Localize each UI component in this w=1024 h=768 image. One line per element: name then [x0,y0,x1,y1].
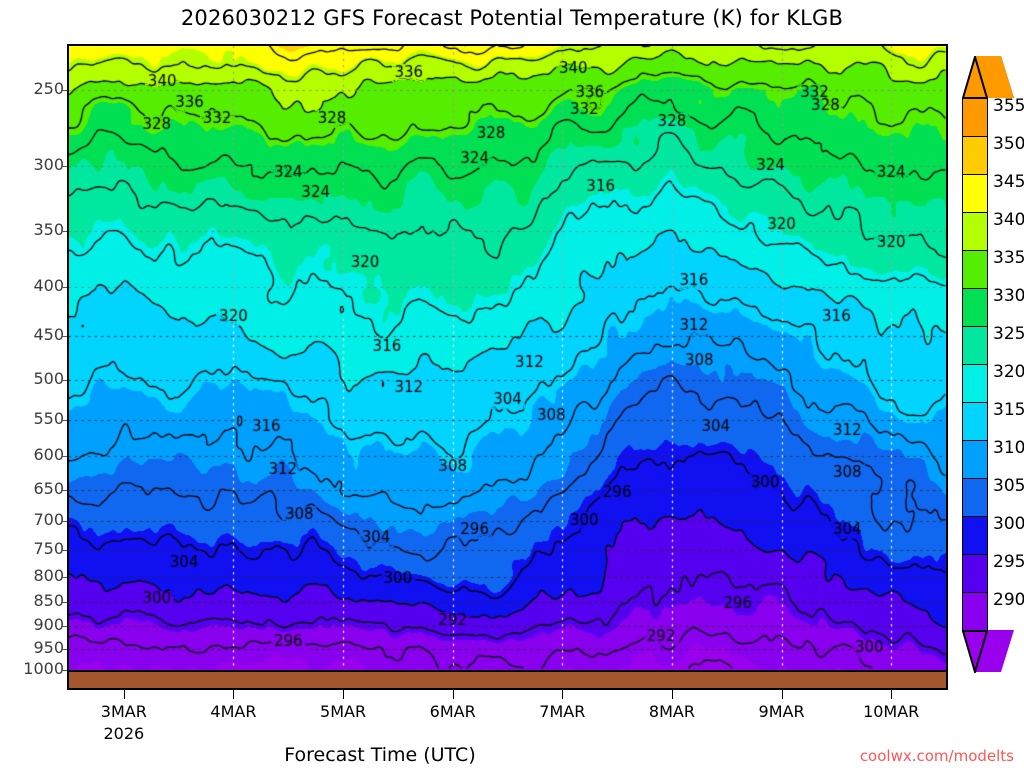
y-tick-mark [62,90,67,92]
colorbar-label: 310 [993,438,1024,458]
plot-area [67,44,948,672]
y-tick-mark [62,576,67,578]
y-tick-mark [62,602,67,603]
y-tick-mark [62,648,67,650]
x-tick-mark [452,690,454,699]
y-tick-label: 900 [33,614,64,634]
colorbar-cell [963,403,987,441]
x-axis: 3MAR 4MAR 5MAR 6MAR 7MAR 8MAR 9MAR 10MAR 2026 [0,690,1024,750]
x-tick-label: 6MAR [429,702,476,721]
x-tick-mark [671,690,673,699]
x-tick-label: 9MAR [758,702,805,721]
x-tick-mark [233,690,235,699]
y-tick-label: 950 [33,637,64,657]
y-axis: 250 300 350 400 450 500 550 600 650 700 750 800 850 9… [0,0,67,768]
x-tick-mark [891,690,893,699]
colorbar-cell [963,593,987,631]
y-tick-label: 550 [33,408,64,428]
colorbar-over-arrow [962,56,1014,98]
x-tick-label: 8MAR [648,702,695,721]
y-tick-mark [62,380,67,382]
colorbar-cell [963,213,987,251]
y-tick-mark [62,166,67,168]
colorbar-cell [963,441,987,479]
colorbar-label: 290 [993,590,1024,610]
colorbar-label: 295 [993,552,1024,572]
y-tick-label: 350 [33,219,64,239]
colorbar-label: 330 [993,286,1024,306]
y-tick-label: 750 [33,538,64,558]
y-tick-label: 800 [33,565,64,585]
y-tick-label: 850 [33,591,64,610]
colorbar-cell [963,251,987,289]
y-tick-label: 1000 [23,659,64,678]
colorbar-label: 325 [993,324,1024,344]
x-axis-title: Forecast Time (UTC) [284,744,476,766]
y-tick-label: 500 [33,369,64,389]
y-tick-mark [62,625,67,627]
x-tick-label: 4MAR [210,702,257,721]
y-tick-label: 650 [33,478,64,498]
x-tick-label: 5MAR [320,702,367,721]
colorbar-label: 350 [993,134,1024,154]
colorbar: 355 350 345 340 335 330 325 320 315 310 305 300 295 2… [957,44,1024,684]
y-tick-label: 400 [33,275,64,295]
x-tick-mark [123,690,125,699]
colorbar-cell [963,327,987,365]
y-tick-label: 450 [33,324,64,344]
y-tick-mark [62,230,67,232]
y-tick-mark [62,335,67,337]
y-tick-mark [62,419,67,421]
y-tick-mark [62,549,67,551]
colorbar-label: 300 [993,514,1024,534]
x-tick-label: 10MAR [863,702,920,721]
page-title: 2026030212 GFS Forecast Potential Temper… [180,6,844,30]
colorbar-label: 345 [993,172,1024,192]
x-tick-mark [781,690,783,699]
colorbar-cell [963,517,987,555]
y-tick-label: 700 [33,509,64,529]
y-tick-mark [62,456,67,458]
x-tick-mark [562,690,564,699]
y-tick-mark [62,489,67,491]
colorbar-strip [962,98,988,631]
x-tick-label: 7MAR [539,702,586,721]
colorbar-cell [963,479,987,517]
y-tick-label: 300 [33,155,64,175]
colorbar-cell [963,175,987,213]
contour-plot-canvas [69,46,946,670]
colorbar-cell [963,555,987,593]
colorbar-label: 340 [993,210,1024,230]
y-tick-label: 250 [33,79,64,99]
y-tick-mark [62,670,67,671]
colorbar-under-arrow-outline [961,630,989,676]
colorbar-label: 305 [993,476,1024,496]
colorbar-label: 320 [993,362,1024,382]
y-tick-label: 600 [33,445,64,465]
x-tick-label: 3MAR [100,702,147,721]
colorbar-label: 335 [993,248,1024,268]
terrain-band [67,672,948,690]
credit-text: coolwx.com/modelts [859,747,1014,765]
colorbar-cell [963,365,987,403]
colorbar-over-arrow-outline [961,53,989,99]
colorbar-cell [963,289,987,327]
colorbar-label: 355 [993,96,1024,116]
y-tick-mark [62,286,67,288]
x-tick-mark [343,690,345,699]
colorbar-under-arrow [962,630,1014,672]
colorbar-cell [963,99,987,137]
colorbar-cell [963,137,987,175]
colorbar-label: 315 [993,400,1024,420]
y-tick-mark [62,520,67,522]
x-axis-year: 2026 [103,724,145,743]
